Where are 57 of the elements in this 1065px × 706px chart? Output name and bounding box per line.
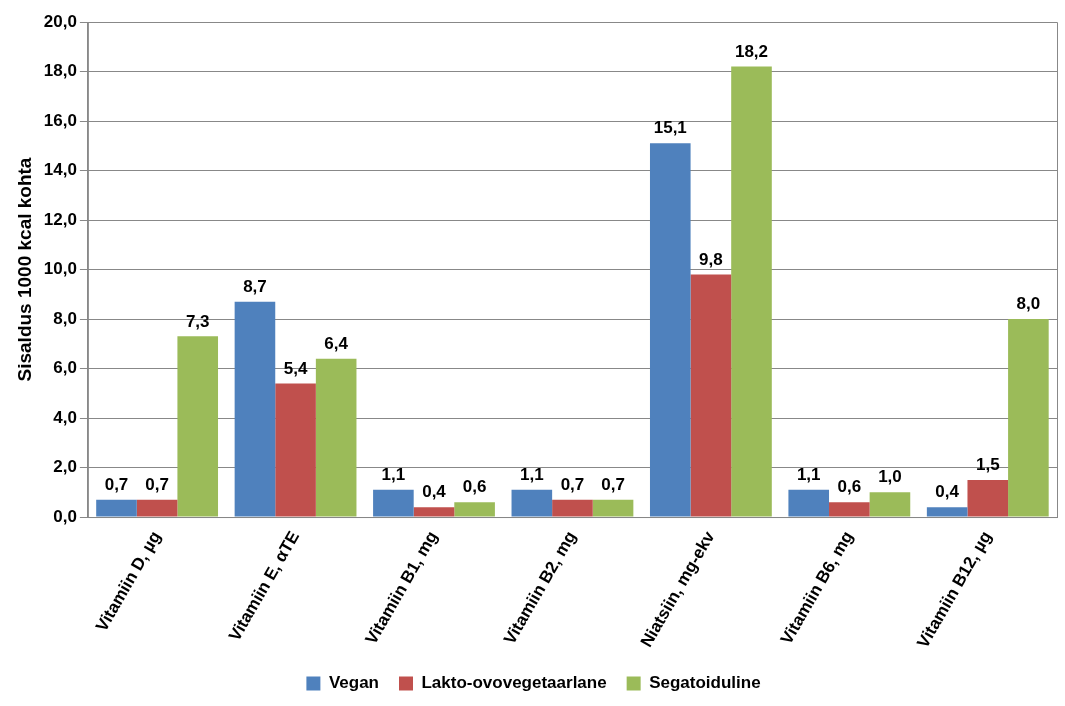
y-tick-label: 8,0 [53,308,77,328]
data-label: 0,7 [104,474,129,494]
y-tick-label: 4,0 [53,407,77,427]
data-label: 0,4 [422,482,447,502]
data-label: 8,0 [1016,294,1041,314]
y-tick-label: 18,0 [43,61,77,81]
y-tick-label: 0,0 [53,506,77,526]
bar [552,499,593,517]
data-label: 1,0 [878,467,902,487]
legend-label: Vegan [328,673,379,693]
legend-label: Segatoiduline [649,673,761,693]
data-label: 7,3 [185,311,210,331]
y-tick-label: 6,0 [53,358,77,378]
bar [177,336,219,517]
data-label: 0,7 [145,474,169,494]
bar [373,489,414,517]
bar [234,301,276,517]
legend-label: Lakto-ovovegetaarlane [421,673,607,693]
y-tick-label: 10,0 [43,259,77,279]
y-tick-label: 12,0 [43,209,77,229]
bar [690,274,732,517]
data-label: 0,7 [601,474,625,494]
bar [1008,319,1049,517]
y-tick-label: 14,0 [43,160,77,180]
bar [829,502,870,517]
data-label: 0,6 [837,477,862,497]
bar [511,489,553,517]
data-label: 0,6 [462,477,487,497]
data-label: 9,8 [699,249,723,269]
bar [869,492,911,517]
bar [926,507,968,517]
bar [788,489,830,517]
bar [454,502,495,517]
bar [413,507,455,517]
bar [592,499,634,517]
data-label: 18,2 [734,41,769,61]
data-label: 1,1 [796,465,821,485]
bar [275,383,316,517]
data-label: 1,5 [975,455,1000,475]
data-label: 15,1 [653,118,687,138]
data-label: 1,1 [381,465,406,485]
bar [649,143,691,517]
data-label: 0,4 [935,482,960,502]
y-axis-title: Sisaldus 1000 kcal kohta [13,157,35,382]
data-label: 1,1 [520,465,544,485]
bar [96,499,137,517]
bar [731,66,772,517]
bar [967,479,1009,517]
y-tick-label: 16,0 [43,110,77,130]
data-label: 0,7 [560,474,585,494]
bar [315,358,357,517]
data-label: 8,7 [243,276,267,296]
data-label: 6,4 [324,333,349,353]
bar [136,499,178,517]
y-tick-label: 2,0 [53,457,77,477]
y-tick-label: 20,0 [43,11,77,31]
data-label: 5,4 [283,358,308,378]
